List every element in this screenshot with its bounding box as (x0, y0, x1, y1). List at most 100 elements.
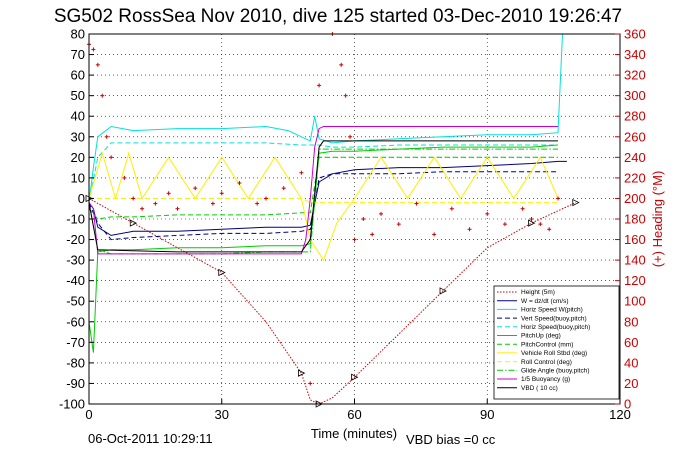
series-line-1-5-buoyancy-g (88, 126, 558, 255)
heading-point (255, 201, 260, 206)
grid-lines (89, 34, 620, 404)
x-axis-label: Time (minutes) (311, 426, 397, 441)
heading-point (348, 134, 353, 139)
legend-entry: Horiz Speed(buoy,pitch) (521, 324, 590, 331)
heading-point (308, 381, 313, 386)
legend-entry: PitchControl (mm) (521, 341, 573, 348)
y2-tick-label: 0 (624, 397, 631, 412)
height-marker (528, 219, 536, 227)
heading-point (343, 93, 348, 98)
height-marker (351, 373, 359, 381)
legend-entry: W = dz/dt (cm/s) (521, 298, 569, 305)
y-tick-label: 30 (71, 129, 85, 144)
y-tick-label: 40 (71, 109, 85, 124)
y2-tick-label: 320 (624, 68, 646, 83)
heading-point (396, 222, 401, 227)
heading-point (502, 222, 507, 227)
heading-point (140, 206, 145, 211)
heading-point (210, 201, 215, 206)
x-tick-label: 60 (347, 407, 361, 422)
heading-point (237, 181, 242, 186)
y2-tick-label: 300 (624, 88, 646, 103)
y-tick-label: 0 (78, 191, 85, 206)
y2-tick-label: 20 (624, 376, 638, 391)
y-tick-label: 10 (71, 170, 85, 185)
x-axis: 0 30 60 90 120 (85, 399, 631, 422)
series-line-pitchcontrol-mm (88, 156, 558, 220)
heading-point (556, 196, 561, 201)
heading-point (339, 62, 344, 67)
heading-point (219, 191, 224, 196)
y-tick-label: 70 (71, 47, 85, 62)
y-tick-label: 60 (71, 68, 85, 83)
heading-point (91, 47, 96, 52)
y-tick-label: -90 (66, 376, 85, 391)
height-marker (129, 219, 138, 227)
y2-tick-label: 200 (624, 191, 646, 206)
y2-axis-label: (+) Heading (°M) (650, 171, 665, 268)
heading-point (264, 196, 268, 201)
y2-tick-label: 240 (624, 150, 646, 165)
heading-point (153, 201, 158, 206)
y2-tick-label: 40 (624, 355, 638, 370)
heading-point (467, 227, 472, 232)
chart-title: SG502 RossSea Nov 2010, dive 125 started… (54, 6, 622, 27)
heading-point (104, 134, 109, 139)
y-tick-label: 20 (71, 150, 85, 165)
y-tick-label: -50 (66, 294, 85, 309)
series-line-horiz-speed-w-pitch (88, 33, 563, 203)
legend: Height (5m) W = dz/dt (cm/s) Horiz Speed W… (493, 285, 620, 400)
x-tick-label: 120 (609, 407, 631, 422)
y2-tick-label: 120 (624, 273, 646, 288)
heading-point (547, 227, 552, 232)
heading-point (317, 83, 322, 88)
height-marker (572, 198, 580, 207)
legend-entry: VBD ( 10 cc) (521, 385, 558, 392)
heading-point (361, 217, 366, 221)
y-tick-label: -80 (66, 355, 85, 370)
y2-tick-label: 260 (624, 129, 646, 144)
y-axis-left: -100-90-80-70-60-50-40-30-20-10010203040… (59, 27, 94, 412)
legend-entry: Vert Speed(buoy,pitch) (521, 315, 587, 322)
legend-box (493, 285, 620, 400)
height-marker (298, 369, 306, 377)
heading-point (100, 93, 105, 98)
heading-point (379, 211, 384, 216)
legend-entry: PitchUp (deg) (521, 333, 561, 340)
y-tick-label: -10 (66, 212, 85, 227)
heading-point (414, 201, 419, 206)
heading-point (529, 217, 534, 221)
legend-entry: Vehicle Roll Stbd (deg) (521, 350, 587, 357)
heading-point (538, 222, 543, 227)
y-tick-label: 50 (71, 88, 85, 103)
heading-point (485, 211, 490, 216)
y-axis-right: 0 20 40 60 80 100 120 140 160 180 200 220 240 260 280 3… (615, 27, 646, 412)
heading-point (299, 170, 304, 175)
heading-point (122, 175, 127, 180)
y2-tick-label: 140 (624, 253, 646, 268)
y-tick-label: -20 (66, 232, 85, 247)
heading-point (166, 191, 171, 196)
series-line-horiz-speed-buoy-pitch (88, 142, 558, 203)
x-tick-label: 0 (85, 407, 92, 422)
height-marker (439, 287, 447, 295)
heading-point (131, 196, 136, 201)
heading-point (370, 232, 375, 237)
legend-entry: 1/5 Buoyancy (g) (521, 376, 570, 383)
y-tick-label: 80 (71, 27, 85, 42)
series-line-glide-angle-buoy-pitch (88, 148, 558, 255)
timestamp-label: 06-Oct-2011 10:29:11 (88, 431, 213, 446)
legend-entry: Horiz Speed W(pitch) (521, 307, 583, 314)
y2-tick-label: 60 (624, 335, 638, 350)
triangle-markers (85, 194, 580, 408)
y2-tick-label: 80 (624, 314, 638, 329)
legend-entry: Roll Control (deg) (521, 359, 572, 366)
heading-point (352, 237, 357, 242)
legend-entry: Height (5m) (521, 289, 555, 296)
y2-tick-label: 360 (624, 27, 646, 42)
heading-point (520, 206, 525, 211)
y2-tick-label: 100 (624, 294, 646, 309)
y2-tick-label: 160 (624, 232, 646, 247)
y2-tick-label: 180 (624, 212, 646, 227)
